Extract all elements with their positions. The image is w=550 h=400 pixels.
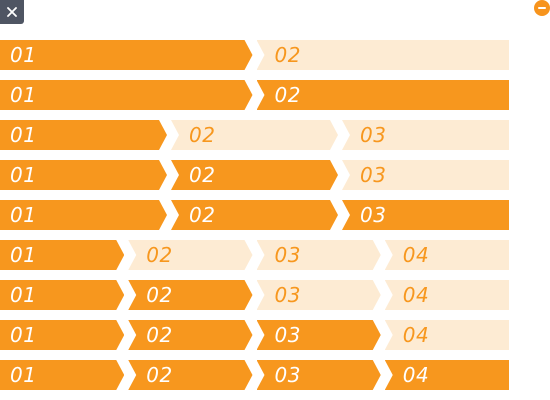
step-01[interactable]: 01 [0,200,167,230]
step-label: 04 [402,363,430,387]
step-02[interactable]: 02 [128,360,253,390]
step-04[interactable]: 04 [384,320,509,350]
step-label: 01 [10,83,37,107]
step-01[interactable]: 01 [0,360,125,390]
stepper-row: 01 02 03 04 [0,280,509,310]
step-label: 01 [10,323,37,347]
step-label: 03 [274,243,301,267]
step-label: 04 [402,323,430,347]
stepper-row: 01 02 03 04 [0,240,509,270]
step-label: 01 [10,43,37,67]
step-01[interactable]: 01 [0,120,167,150]
step-02[interactable]: 02 [171,120,338,150]
step-04[interactable]: 04 [384,280,509,310]
step-label: 03 [360,123,387,147]
stepper-row: 01 02 03 04 [0,360,509,390]
step-01[interactable]: 01 [0,160,167,190]
step-02[interactable]: 02 [128,320,253,350]
step-label: 03 [274,323,301,347]
step-01[interactable]: 01 [0,280,125,310]
step-label: 02 [146,323,173,347]
close-icon [7,7,17,17]
step-label: 04 [402,243,430,267]
step-02[interactable]: 02 [171,160,338,190]
step-03[interactable]: 03 [342,160,509,190]
step-02[interactable]: 02 [256,40,509,70]
step-02[interactable]: 02 [171,200,338,230]
stepper-row: 01 02 [0,80,509,110]
step-03[interactable]: 03 [256,240,381,270]
step-label: 01 [10,243,37,267]
step-04[interactable]: 04 [384,360,509,390]
step-04[interactable]: 04 [384,240,509,270]
step-label: 03 [274,363,301,387]
step-03[interactable]: 03 [256,320,381,350]
step-label: 01 [10,123,37,147]
step-03[interactable]: 03 [256,280,381,310]
step-label: 02 [189,123,216,147]
step-label: 01 [10,163,37,187]
step-label: 01 [10,203,37,227]
step-label: 02 [189,203,216,227]
step-03[interactable]: 03 [342,120,509,150]
step-label: 02 [189,163,216,187]
step-label: 02 [274,43,301,67]
step-label: 03 [274,283,301,307]
step-02[interactable]: 02 [128,280,253,310]
step-03[interactable]: 03 [256,360,381,390]
step-label: 01 [10,363,37,387]
step-label: 03 [360,163,387,187]
close-button[interactable] [0,0,24,24]
step-label: 02 [146,363,173,387]
stepper-row: 01 02 03 04 [0,320,509,350]
step-02[interactable]: 02 [256,80,509,110]
minus-circle-button[interactable] [534,0,550,16]
step-label: 02 [146,283,173,307]
step-02[interactable]: 02 [128,240,253,270]
step-label: 03 [360,203,387,227]
step-label: 02 [274,83,301,107]
step-label: 04 [402,283,430,307]
stepper-row: 01 02 03 [0,200,509,230]
stepper-row: 01 02 [0,40,509,70]
step-01[interactable]: 01 [0,40,253,70]
step-label: 02 [146,243,173,267]
step-label: 01 [10,283,37,307]
stepper-row: 01 02 03 [0,160,509,190]
step-03[interactable]: 03 [342,200,509,230]
step-01[interactable]: 01 [0,80,253,110]
stepper-row: 01 02 03 [0,120,509,150]
minus-circle-icon [538,7,546,9]
step-01[interactable]: 01 [0,240,125,270]
step-01[interactable]: 01 [0,320,125,350]
